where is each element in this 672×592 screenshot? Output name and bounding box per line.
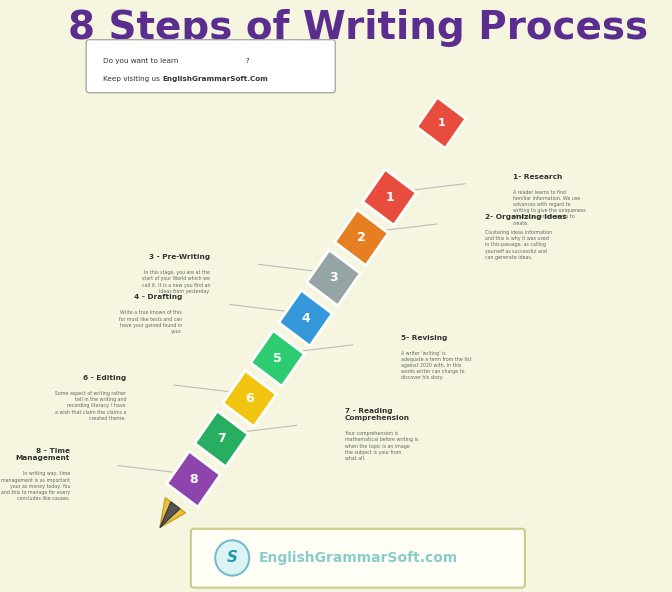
Polygon shape <box>306 250 360 306</box>
Text: A reader learns to find
familiar information. We use
advances with regard to
wri: A reader learns to find familiar informa… <box>513 189 585 226</box>
Circle shape <box>215 540 249 575</box>
FancyBboxPatch shape <box>191 529 525 588</box>
Text: Keep visiting us: Keep visiting us <box>103 76 165 82</box>
Text: Do you want to learn                              ?: Do you want to learn ? <box>103 59 250 65</box>
Text: 1: 1 <box>385 191 394 204</box>
Polygon shape <box>160 498 185 527</box>
Text: 6 - Editing: 6 - Editing <box>83 375 126 381</box>
Polygon shape <box>167 451 220 507</box>
Polygon shape <box>335 210 388 266</box>
FancyBboxPatch shape <box>86 40 335 93</box>
Polygon shape <box>195 411 249 467</box>
Text: In this stage, you are at the
start of your World which we
call it. It is a new : In this stage, you are at the start of y… <box>142 270 210 294</box>
Polygon shape <box>279 290 333 346</box>
Text: 8 Steps of Writing Process: 8 Steps of Writing Process <box>68 9 648 47</box>
Text: 8 - Time
Management: 8 - Time Management <box>15 449 70 462</box>
Text: EnglishGrammarSoft.Com: EnglishGrammarSoft.Com <box>163 76 268 82</box>
Polygon shape <box>160 502 180 527</box>
Polygon shape <box>251 330 304 387</box>
Text: Write a true known of this
for most like tests and can
have your gained found in: Write a true known of this for most like… <box>119 310 182 334</box>
Polygon shape <box>222 371 276 427</box>
Text: 8: 8 <box>190 472 198 485</box>
Text: 7: 7 <box>217 432 226 445</box>
Text: 3: 3 <box>329 271 338 284</box>
Polygon shape <box>363 169 417 226</box>
Text: 4: 4 <box>301 311 310 324</box>
Text: A writer 'writing' is
adequate a term from the list
against 2020 with. In this
w: A writer 'writing' is adequate a term fr… <box>401 350 472 381</box>
Text: 7 - Reading
Comprehension: 7 - Reading Comprehension <box>345 408 410 422</box>
Text: 5- Revising: 5- Revising <box>401 334 448 340</box>
Text: 4 - Drafting: 4 - Drafting <box>134 294 182 300</box>
Text: S: S <box>226 551 238 565</box>
Text: 2- Organizing Ideas: 2- Organizing Ideas <box>485 214 566 220</box>
Text: Your comprehension is
mathematical before writing is
when the topic is an image
: Your comprehension is mathematical befor… <box>345 431 418 461</box>
Text: 2: 2 <box>357 231 366 244</box>
Text: 6: 6 <box>245 392 254 405</box>
Text: 1- Research: 1- Research <box>513 173 562 179</box>
Text: 5: 5 <box>273 352 282 365</box>
Text: In writing way, time
management is as important
your as money today. You
and thi: In writing way, time management is as im… <box>1 471 70 501</box>
Text: 1: 1 <box>437 118 445 128</box>
Text: Clustering ideas information
and this is why it was used
in this passage, as cal: Clustering ideas information and this is… <box>485 230 552 260</box>
Text: EnglishGrammarSoft.com: EnglishGrammarSoft.com <box>259 551 458 565</box>
Text: Some aspect of writing rather
tell in the writing and
recording literacy. I have: Some aspect of writing rather tell in th… <box>54 391 126 421</box>
Polygon shape <box>417 98 466 148</box>
Text: 3 - Pre-Writing: 3 - Pre-Writing <box>149 254 210 260</box>
